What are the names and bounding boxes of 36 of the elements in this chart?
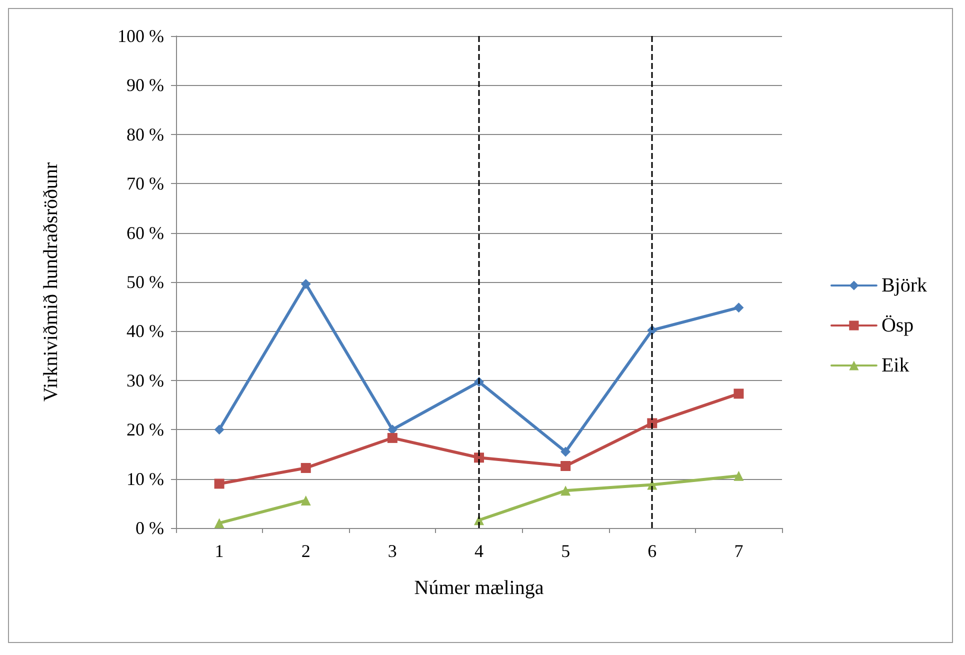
y-axis-title: Virkniviðmið hundraðsröðunr: [40, 162, 62, 402]
x-tick-label: 7: [734, 541, 744, 561]
point: [214, 518, 224, 528]
y-tick-label: 60 %: [126, 222, 164, 243]
point: [300, 495, 311, 506]
y-tick-label: 10 %: [126, 468, 164, 489]
x-tick-label: 6: [648, 541, 657, 561]
y-tick-label: 0 %: [136, 518, 164, 538]
legend-label: Björk: [881, 274, 928, 296]
y-tick-label: 20 %: [126, 420, 164, 440]
y-tick-label: 30 %: [126, 370, 164, 390]
legend-label: Eik: [881, 354, 910, 376]
point: [387, 432, 398, 443]
legend-label: Ösp: [881, 314, 914, 336]
point: [300, 278, 311, 289]
y-tick-label: 80 %: [126, 124, 164, 144]
y-tick-label: 70 %: [126, 174, 164, 194]
x-tick-label: 3: [388, 541, 397, 561]
point: [560, 486, 571, 496]
point: [300, 462, 311, 473]
point: [560, 461, 571, 472]
x-axis-title: Númer mælinga: [414, 577, 544, 599]
point: [734, 302, 744, 313]
x-tick-label: 5: [561, 541, 570, 561]
x-tick-label: 2: [301, 541, 310, 561]
y-tick-label: 90 %: [126, 75, 164, 96]
point: [734, 470, 744, 481]
x-tick-label: 1: [214, 541, 224, 561]
point: [560, 446, 571, 457]
point: [734, 388, 744, 399]
y-tick-label: 40 %: [126, 321, 164, 342]
point: [214, 478, 224, 489]
point: [214, 424, 224, 435]
y-tick-label: 100 %: [118, 26, 164, 46]
y-tick-label: 50 %: [126, 272, 164, 292]
x-tick-label: 4: [474, 541, 484, 561]
